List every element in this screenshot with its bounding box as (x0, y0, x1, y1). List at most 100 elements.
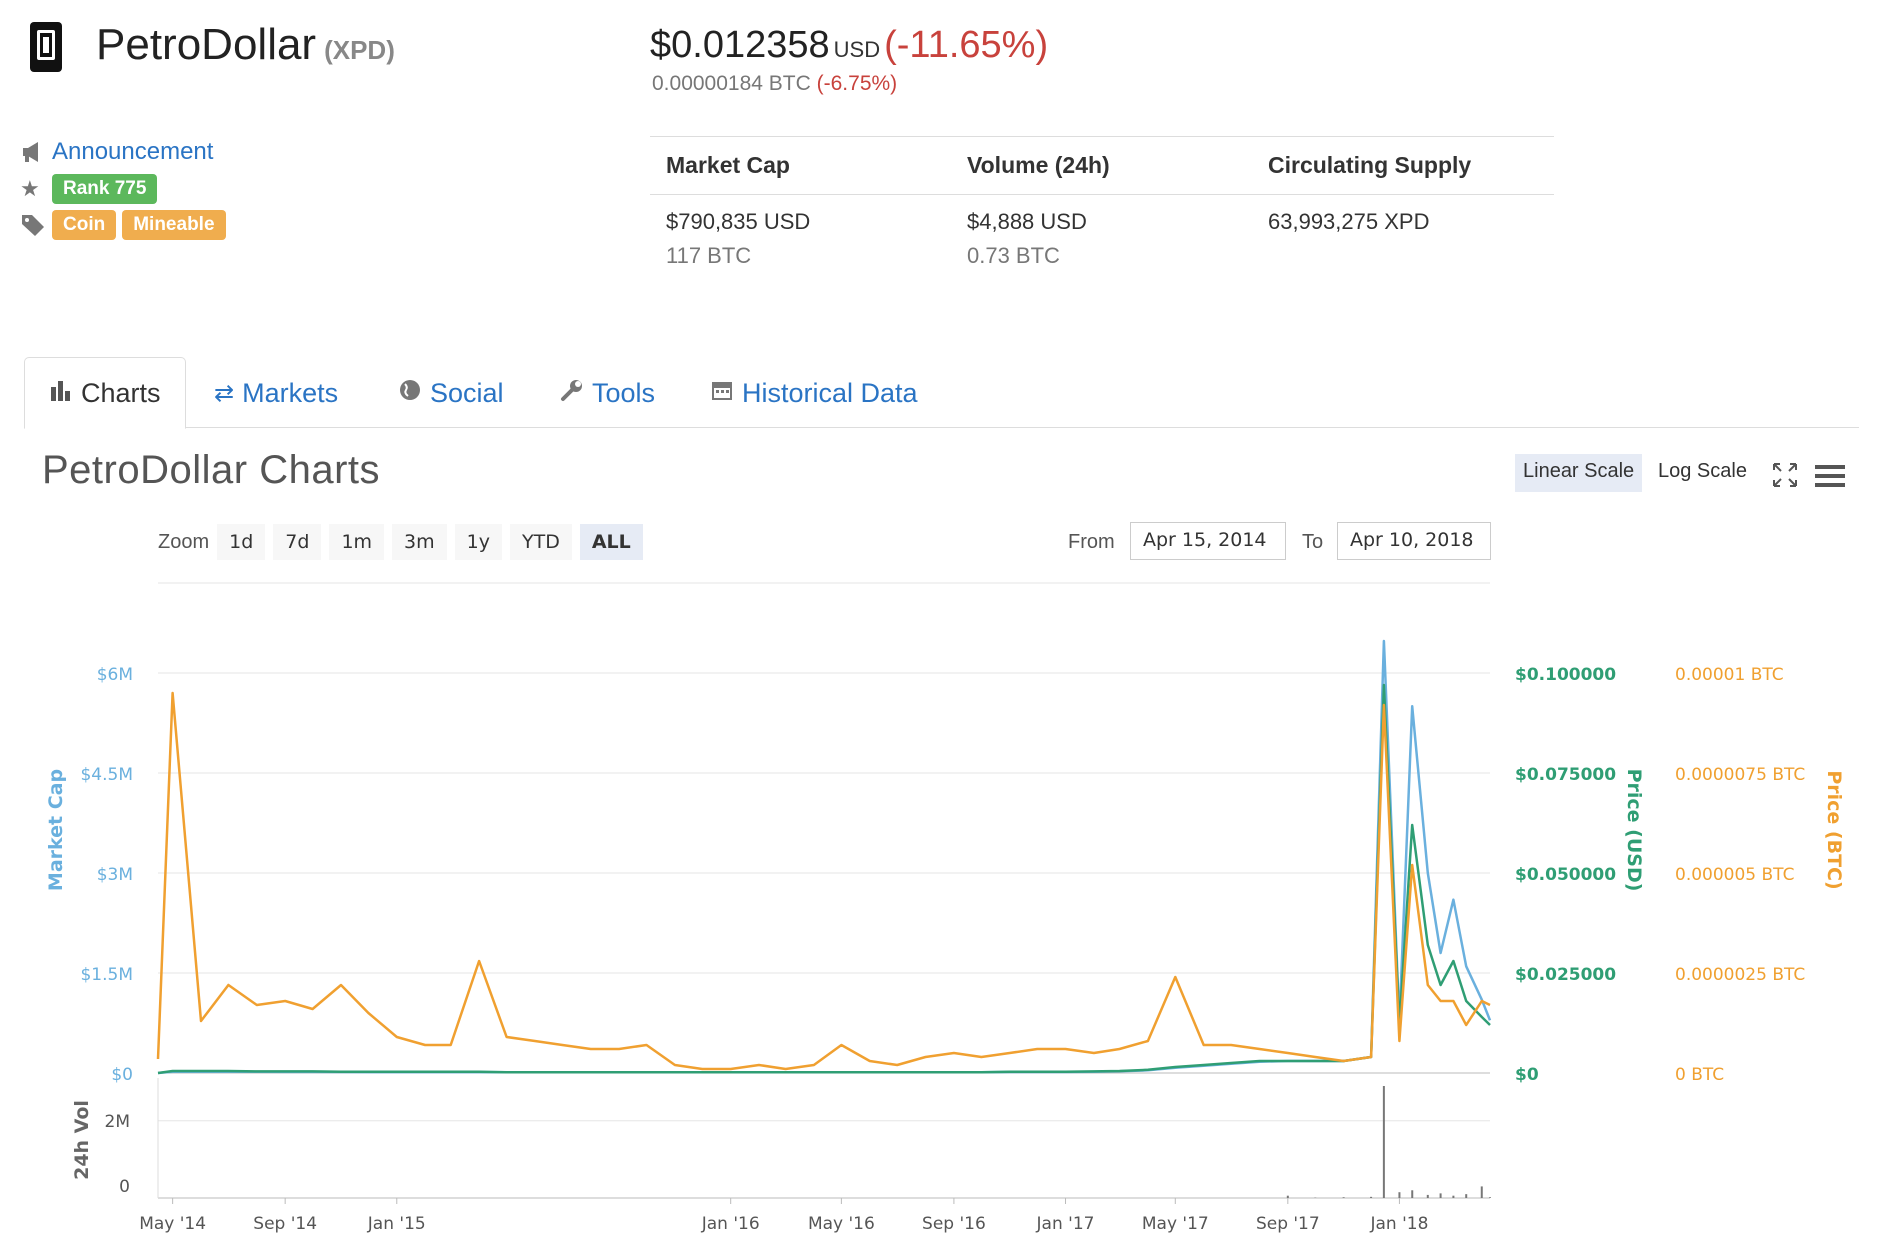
supply-cell: 63,993,275 XPD (1252, 209, 1553, 269)
stats-header-row: Market Cap Volume (24h) Circulating Supp… (650, 137, 1554, 195)
bar-chart-icon (49, 379, 73, 408)
to-label: To (1302, 531, 1324, 553)
price-btc-axis-title: Price (BTC) (1823, 770, 1845, 889)
series-price-btc (156, 691, 1491, 1071)
market-cap-usd: $790,835 USD (666, 209, 811, 234)
market-cap-tick: $4.5M (80, 765, 133, 785)
market-cap-btc: 117 BTC (666, 243, 752, 268)
series-price-usd (157, 683, 1491, 1075)
price-btc: 0.00000184 BTC (-6.75%) (652, 72, 897, 96)
menu-icon[interactable] (1815, 464, 1845, 493)
coin-logo (30, 22, 62, 72)
stats-value-row: $790,835 USD 117 BTC $4,888 USD 0.73 BTC… (650, 195, 1554, 269)
chart-axis-labels: $0 $0 0 BTC $1.5M $0.025000 0.0000025 BTC $3M $… (45, 665, 1845, 1234)
x-tick-label: Jan '16 (701, 1214, 760, 1234)
x-tick-label: May '16 (808, 1214, 875, 1234)
market-cap-tick: $3M (97, 865, 133, 885)
chart-series (156, 639, 1492, 1198)
zoom-all[interactable]: ALL (579, 524, 643, 560)
zoom-1m[interactable]: 1m (329, 524, 385, 560)
coin-title: PetroDollar (XPD) (96, 20, 395, 70)
zoom-ytd[interactable]: YTD (510, 524, 572, 560)
tab-markets-label: Markets (242, 377, 339, 408)
price-usd-axis-title: Price (USD) (1623, 769, 1645, 892)
zoom-1y[interactable]: 1y (454, 524, 502, 560)
tab-tools-label: Tools (592, 377, 656, 408)
wrench-icon (560, 378, 584, 409)
price-usd-value: $0.012358 (650, 24, 830, 66)
market-cap-tick: $0 (111, 1065, 133, 1085)
x-tick-label: Sep '17 (1256, 1214, 1320, 1234)
rank-badge: Rank 775 (52, 174, 158, 204)
zoom-1d[interactable]: 1d (217, 524, 266, 560)
stats-header: Circulating Supply (1268, 152, 1472, 178)
price-btc-tick: 0.00001 BTC (1675, 665, 1784, 685)
volume-axis-title: 24h Vol (71, 1100, 93, 1180)
rank-row: ★ Rank 775 (20, 174, 158, 204)
tab-historical-label: Historical Data (742, 377, 918, 408)
market-cap-axis-title: Market Cap (45, 769, 67, 891)
price-btc-tick: 0.0000075 BTC (1675, 765, 1805, 785)
volume-cell: $4,888 USD 0.73 BTC (951, 209, 1252, 269)
price-usd-tick: $0.050000 (1515, 865, 1616, 885)
tab-charts-label: Charts (81, 377, 161, 408)
tag-coin[interactable]: Coin (52, 210, 117, 240)
announcement-link[interactable]: Announcement (52, 138, 214, 165)
exchange-icon: ⇄ (214, 379, 235, 407)
coin-name: PetroDollar (96, 20, 317, 69)
price-btc-tick: 0.0000025 BTC (1675, 965, 1805, 985)
price-currency: USD (833, 37, 881, 62)
x-tick-label: Jan '18 (1369, 1214, 1428, 1234)
tags-row: Coin Mineable (20, 210, 226, 240)
log-scale-button[interactable]: Log Scale (1658, 460, 1747, 482)
to-date-input[interactable]: Apr 10, 2018 (1337, 522, 1491, 560)
tab-charts[interactable]: Charts (24, 357, 186, 429)
chart-grid (157, 582, 1490, 1204)
price-change-usd: (-11.65%) (884, 24, 1049, 66)
circulating-supply: 63,993,275 XPD (1268, 209, 1430, 234)
x-tick-label: Sep '14 (253, 1214, 317, 1234)
zoom-3m[interactable]: 3m (392, 524, 447, 560)
zoom-controls: Zoom 1d 7d 1m 3m 1y YTD ALL (158, 524, 651, 560)
tab-markets[interactable]: ⇄ Markets (214, 357, 338, 429)
zoom-7d[interactable]: 7d (273, 524, 322, 560)
volume-btc: 0.73 BTC (967, 243, 1060, 268)
calendar-icon (710, 378, 734, 409)
chart-title: PetroDollar Charts (42, 448, 381, 492)
x-tick-label: Jan '15 (367, 1214, 426, 1234)
x-tick-label: Sep '16 (922, 1214, 986, 1234)
price-change-btc: (-6.75%) (816, 72, 898, 95)
x-tick-label: May '17 (1142, 1214, 1209, 1234)
from-label: From (1068, 531, 1115, 553)
fullscreen-icon[interactable] (1772, 462, 1798, 493)
star-icon: ★ (20, 176, 40, 201)
volume-usd: $4,888 USD (967, 209, 1087, 234)
tag-icon (20, 212, 46, 238)
x-tick-label: Jan '17 (1036, 1214, 1095, 1234)
market-cap-cell: $790,835 USD 117 BTC (650, 209, 951, 269)
price-usd-tick: $0.075000 (1515, 765, 1616, 785)
price-btc-value: 0.00000184 BTC (652, 72, 811, 95)
x-tick-label: May '14 (139, 1214, 206, 1234)
series-market-cap (157, 639, 1492, 1075)
globe-icon (398, 378, 422, 409)
stats-header: Volume (24h) (967, 152, 1110, 178)
tab-bar: Charts ⇄ Markets Social Tools Historical… (24, 357, 1859, 429)
tab-social-label: Social (430, 377, 504, 408)
market-cap-tick: $6M (97, 665, 133, 685)
price-btc-tick: 0 BTC (1675, 1065, 1724, 1085)
price-usd-tick: $0 (1515, 1065, 1539, 1085)
tab-tools[interactable]: Tools (560, 357, 655, 429)
tab-historical-data[interactable]: Historical Data (710, 357, 918, 429)
stats-header: Market Cap (666, 152, 790, 178)
from-date-input[interactable]: Apr 15, 2014 (1130, 522, 1286, 560)
market-cap-tick: $1.5M (80, 965, 133, 985)
tag-mineable[interactable]: Mineable (122, 210, 226, 240)
stats-table: Market Cap Volume (24h) Circulating Supp… (650, 136, 1554, 269)
tab-social[interactable]: Social (398, 357, 504, 429)
price-btc-tick: 0.000005 BTC (1675, 865, 1794, 885)
zoom-label: Zoom (158, 530, 210, 553)
linear-scale-button[interactable]: Linear Scale (1515, 454, 1643, 492)
price-usd: $0.012358 USD (-11.65%) (650, 24, 1048, 67)
